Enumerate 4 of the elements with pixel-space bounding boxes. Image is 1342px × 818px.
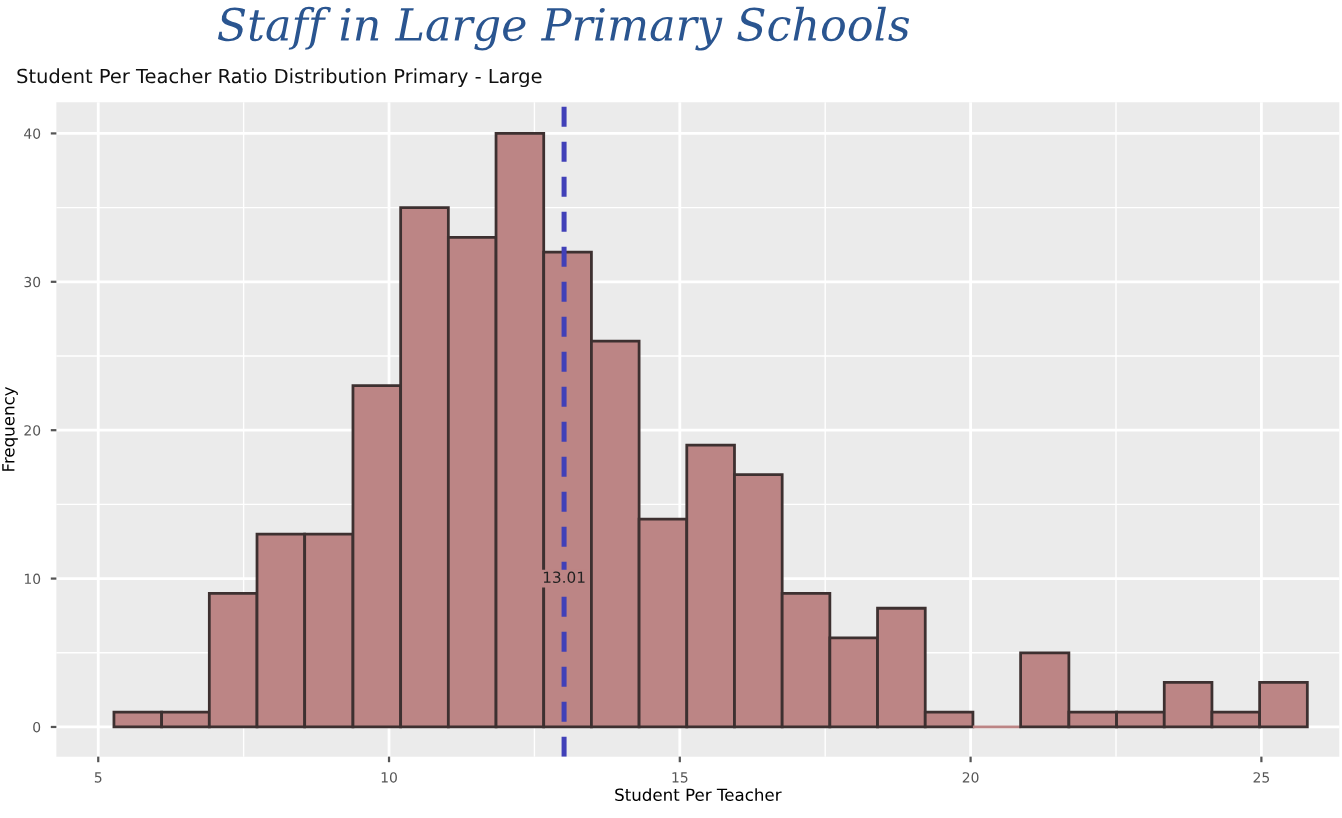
y-axis-title: Frequency <box>2 386 18 471</box>
chart-subtitle: Student Per Teacher Ratio Distribution Primary - Large <box>17 68 542 88</box>
x-axis-title: Student Per Teacher <box>615 788 782 802</box>
chart-title: Staff in Large Primary Schools <box>217 6 910 51</box>
